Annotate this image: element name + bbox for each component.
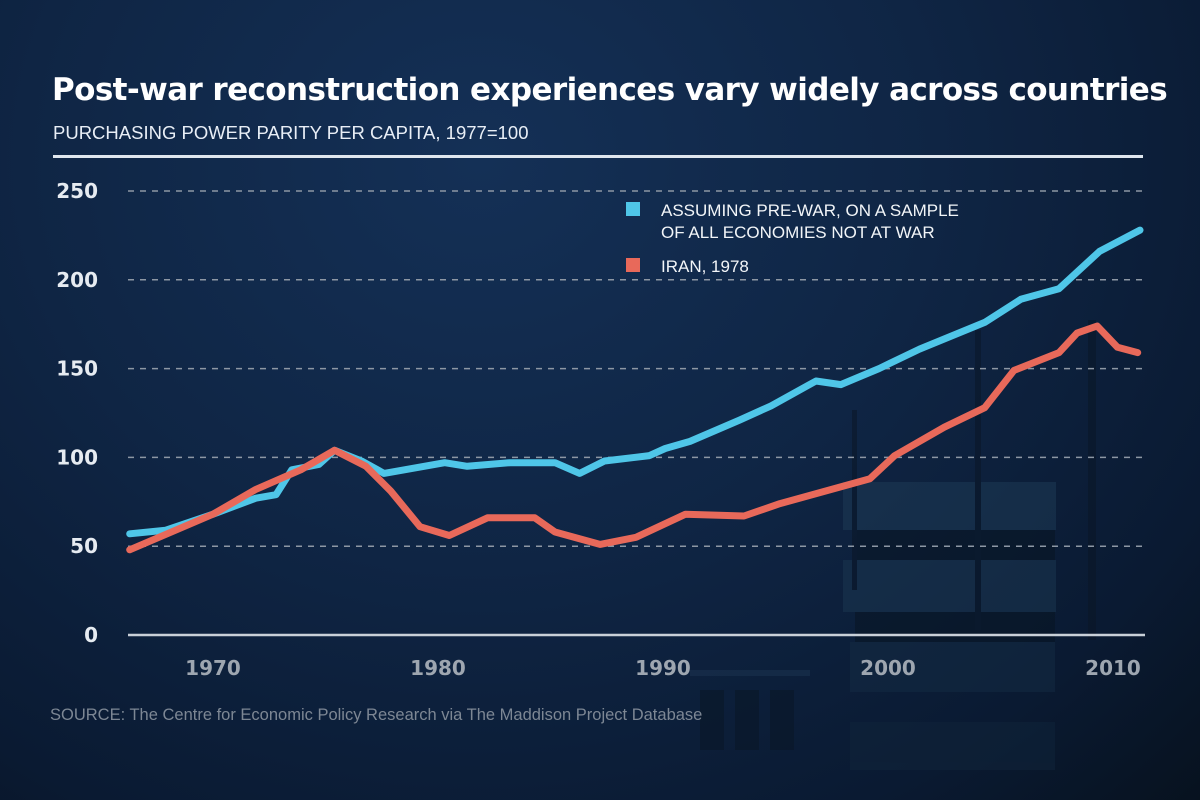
series-line-iran-1978 <box>126 322 1142 554</box>
y-tick-label: 200 <box>56 268 98 292</box>
y-tick-label: 150 <box>56 357 98 381</box>
legend-label: ASSUMING PRE-WAR, ON A SAMPLE <box>661 201 959 220</box>
source-note: SOURCE: The Centre for Economic Policy R… <box>50 706 703 724</box>
legend-label: OF ALL ECONOMIES NOT AT WAR <box>661 223 935 242</box>
x-tick-label: 1970 <box>185 656 241 680</box>
chart-title: Post-war reconstruction experiences vary… <box>52 72 1168 108</box>
y-tick-label: 50 <box>70 534 98 558</box>
series-lines <box>126 226 1144 554</box>
x-tick-label: 2000 <box>860 656 916 680</box>
chart-subtitle: PURCHASING POWER PARITY PER CAPITA, 1977… <box>53 122 529 143</box>
y-tick-label: 250 <box>56 179 98 203</box>
x-tick-label: 1990 <box>635 656 691 680</box>
series-line-pre-war-sample <box>126 226 1144 538</box>
y-tick-label: 0 <box>84 623 98 647</box>
y-tick-label: 100 <box>56 445 98 469</box>
title-divider <box>53 155 1143 158</box>
legend-swatch-iran-1978 <box>626 258 640 272</box>
legend: ASSUMING PRE-WAR, ON A SAMPLE OF ALL ECON… <box>626 201 959 276</box>
x-tick-label: 2010 <box>1085 656 1141 680</box>
x-axis-ticks: 1970 1980 1990 2000 2010 <box>185 656 1141 680</box>
gridlines <box>128 190 1145 637</box>
legend-label: IRAN, 1978 <box>661 257 749 276</box>
y-axis-ticks: 0 50 100 150 200 250 <box>56 179 98 647</box>
x-tick-label: 1980 <box>410 656 466 680</box>
legend-swatch-pre-war-sample <box>626 202 640 216</box>
